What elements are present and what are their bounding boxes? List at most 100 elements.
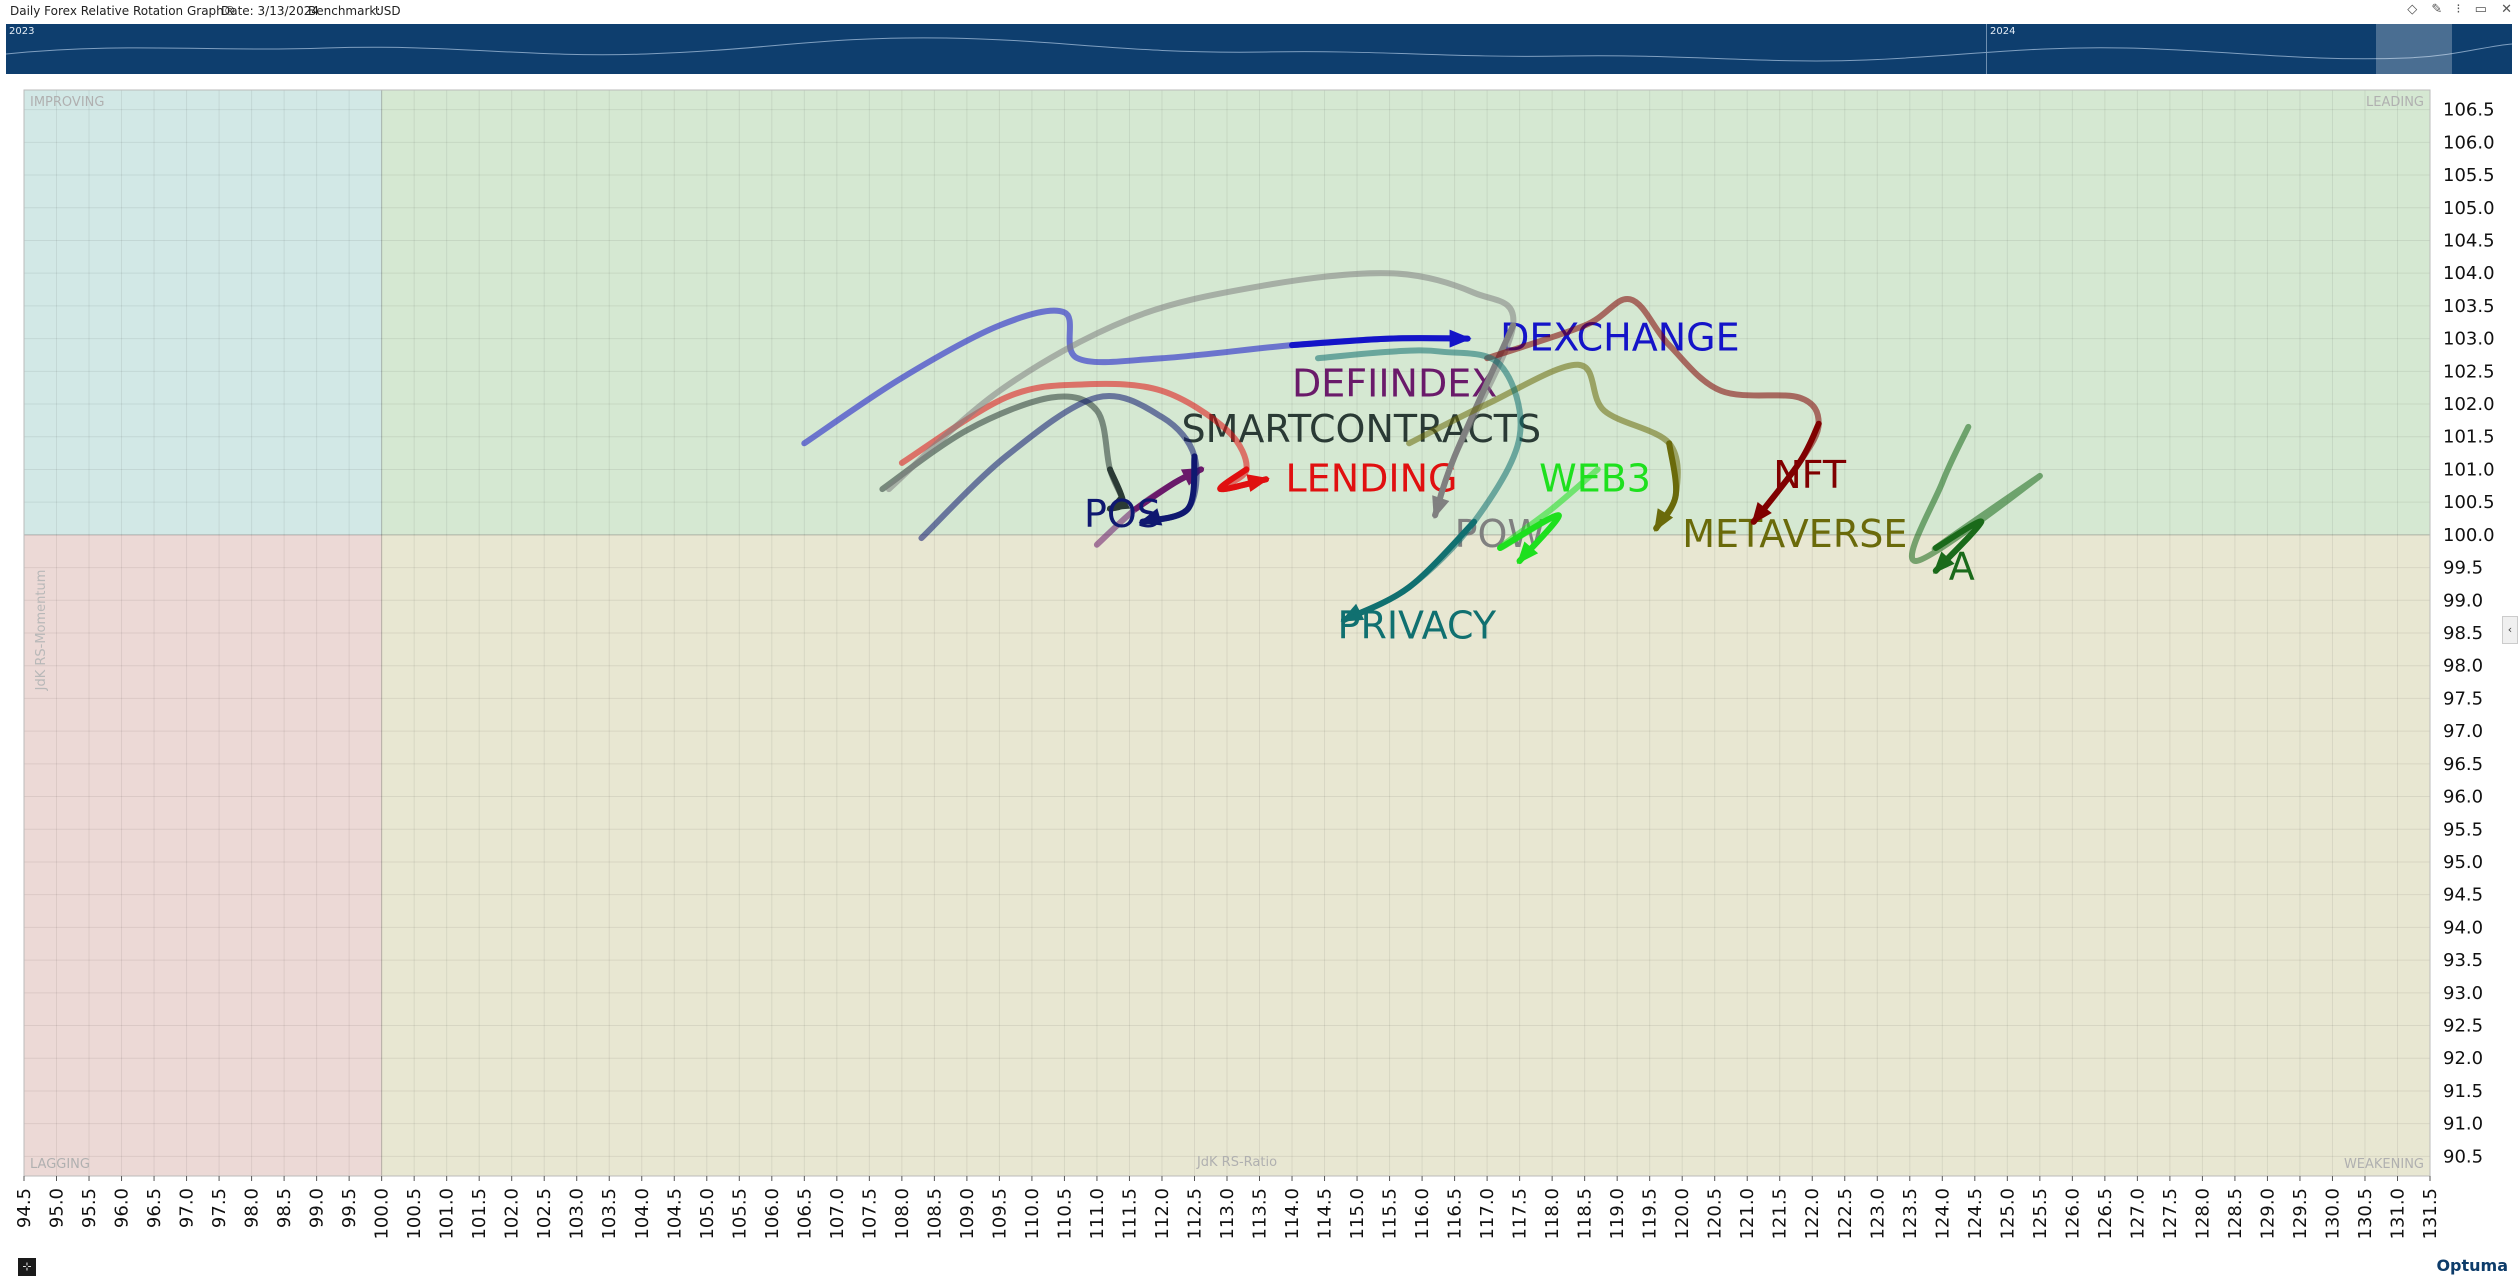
quadrant-label-weakening: WEAKENING bbox=[2344, 1157, 2424, 1172]
y-tick-label: 91.5 bbox=[2443, 1081, 2483, 1102]
x-tick-label: 96.0 bbox=[112, 1188, 133, 1228]
series-arrow-a bbox=[1933, 551, 1955, 574]
x-tick-label: 126.5 bbox=[2095, 1188, 2116, 1240]
timeline-overview[interactable]: 2023 2024 bbox=[6, 24, 2512, 74]
quadrant-label-lagging: LAGGING bbox=[30, 1157, 90, 1172]
date-label: Date: 3/13/2024 bbox=[221, 4, 320, 18]
y-tick-label: 90.5 bbox=[2443, 1146, 2483, 1167]
x-tick-label: 110.5 bbox=[1054, 1188, 1075, 1240]
y-tick-label: 97.0 bbox=[2443, 721, 2483, 742]
x-tick-label: 105.0 bbox=[697, 1188, 718, 1240]
y-tick-label: 99.5 bbox=[2443, 558, 2483, 579]
x-tick-label: 113.0 bbox=[1217, 1188, 1238, 1240]
x-tick-label: 116.0 bbox=[1412, 1188, 1433, 1240]
series-head-dexchange bbox=[1289, 335, 1471, 349]
x-tick-label: 117.0 bbox=[1477, 1188, 1498, 1240]
title-bar: Daily Forex Relative Rotation Graph® Dat… bbox=[0, 0, 2518, 22]
y-tick-label: 104.5 bbox=[2443, 230, 2495, 251]
series-arrow-dexchange bbox=[1449, 329, 1472, 348]
y-tick-label: 105.0 bbox=[2443, 198, 2495, 219]
quadrant-label-leading: LEADING bbox=[2366, 95, 2424, 110]
x-tick-label: 95.5 bbox=[79, 1188, 100, 1228]
close-icon[interactable]: ✕ bbox=[2501, 2, 2512, 17]
x-tick-label: 111.5 bbox=[1119, 1188, 1140, 1240]
side-panel-toggle[interactable]: ‹ bbox=[2502, 616, 2518, 644]
x-tick-label: 120.5 bbox=[1705, 1188, 1726, 1240]
x-tick-label: 118.0 bbox=[1542, 1188, 1563, 1240]
x-tick-label: 107.5 bbox=[859, 1188, 880, 1240]
series-label-dexchange: DEXCHANGE bbox=[1500, 316, 1740, 360]
series-label-nft: NFT bbox=[1773, 453, 1847, 497]
y-tick-label: 95.0 bbox=[2443, 852, 2483, 873]
app-icon[interactable]: ⊹ bbox=[18, 1258, 36, 1276]
y-tick-label: 100.5 bbox=[2443, 492, 2495, 513]
x-tick-label: 99.0 bbox=[307, 1188, 328, 1228]
x-tick-label: 98.0 bbox=[242, 1188, 263, 1228]
series-arrow-privacy bbox=[1340, 603, 1365, 622]
y-tick-label: 103.5 bbox=[2443, 296, 2495, 317]
y-tick-label: 99.0 bbox=[2443, 590, 2483, 611]
y-tick-label: 106.5 bbox=[2443, 100, 2495, 121]
x-tick-label: 121.0 bbox=[1737, 1188, 1758, 1240]
y-tick-label: 92.5 bbox=[2443, 1016, 2483, 1037]
x-tick-label: 130.5 bbox=[2355, 1188, 2376, 1240]
x-tick-label: 116.5 bbox=[1445, 1188, 1466, 1240]
window-title: Daily Forex Relative Rotation Graph® bbox=[10, 4, 236, 18]
diamond-icon[interactable]: ◇ bbox=[2407, 2, 2418, 17]
y-tick-label: 105.5 bbox=[2443, 165, 2495, 186]
pin-icon[interactable]: ✎ bbox=[2431, 2, 2443, 17]
series-label-privacy: PRIVACY bbox=[1338, 603, 1497, 647]
x-axis-title: JdK RS-Ratio bbox=[1196, 1155, 1277, 1170]
series-arrow-lending bbox=[1246, 474, 1270, 492]
x-tick-label: 124.5 bbox=[1965, 1188, 1986, 1240]
x-tick-label: 131.5 bbox=[2420, 1188, 2441, 1240]
x-tick-label: 123.5 bbox=[1900, 1188, 1921, 1240]
series-arrow-nft bbox=[1751, 502, 1772, 525]
x-tick-label: 127.0 bbox=[2127, 1188, 2148, 1240]
x-tick-label: 119.0 bbox=[1607, 1188, 1628, 1240]
x-tick-label: 112.5 bbox=[1184, 1188, 1205, 1240]
x-tick-label: 109.5 bbox=[989, 1188, 1010, 1240]
x-tick-label: 106.0 bbox=[762, 1188, 783, 1240]
x-tick-label: 129.5 bbox=[2290, 1188, 2311, 1240]
x-tick-label: 117.5 bbox=[1510, 1188, 1531, 1240]
benchmark-label: Benchmark: bbox=[308, 4, 381, 18]
y-axis-title: JdK RS-Momentum bbox=[34, 570, 49, 692]
x-tick-label: 101.5 bbox=[469, 1188, 490, 1240]
y-tick-label: 93.0 bbox=[2443, 983, 2483, 1004]
x-tick-label: 96.5 bbox=[144, 1188, 165, 1228]
y-tick-label: 96.0 bbox=[2443, 787, 2483, 808]
x-tick-label: 112.0 bbox=[1152, 1188, 1173, 1240]
series-label-pos: POS bbox=[1084, 492, 1161, 536]
brand-logo: Optuma bbox=[2436, 1256, 2508, 1275]
x-tick-label: 103.0 bbox=[567, 1188, 588, 1240]
y-tick-label: 94.0 bbox=[2443, 917, 2483, 938]
series-label-a: A bbox=[1949, 545, 1975, 589]
x-tick-label: 104.5 bbox=[664, 1188, 685, 1240]
x-tick-label: 102.5 bbox=[534, 1188, 555, 1240]
x-tick-label: 107.0 bbox=[827, 1188, 848, 1240]
overview-range-handle[interactable] bbox=[2376, 24, 2452, 74]
y-tick-label: 106.0 bbox=[2443, 132, 2495, 153]
x-tick-label: 115.5 bbox=[1380, 1188, 1401, 1240]
y-tick-label: 102.5 bbox=[2443, 361, 2495, 382]
x-tick-label: 121.5 bbox=[1770, 1188, 1791, 1240]
x-tick-label: 115.0 bbox=[1347, 1188, 1368, 1240]
series-arrow-pos bbox=[1138, 508, 1163, 526]
x-tick-label: 108.0 bbox=[892, 1188, 913, 1240]
x-tick-label: 125.5 bbox=[2030, 1188, 2051, 1240]
more-icon[interactable]: ⁝ bbox=[2456, 2, 2461, 17]
x-tick-label: 98.5 bbox=[274, 1188, 295, 1228]
quadrant-label-improving: IMPROVING bbox=[30, 95, 104, 110]
benchmark-value: USD bbox=[375, 4, 401, 18]
x-tick-label: 99.5 bbox=[339, 1188, 360, 1228]
y-tick-label: 91.0 bbox=[2443, 1114, 2483, 1135]
x-tick-label: 102.0 bbox=[502, 1188, 523, 1240]
x-tick-label: 113.5 bbox=[1250, 1188, 1271, 1240]
x-tick-label: 125.0 bbox=[1997, 1188, 2018, 1240]
series-arrow-metaverse bbox=[1654, 508, 1674, 532]
x-tick-label: 106.5 bbox=[794, 1188, 815, 1240]
x-tick-label: 109.0 bbox=[957, 1188, 978, 1240]
y-tick-label: 98.5 bbox=[2443, 623, 2483, 644]
restore-icon[interactable]: ▭ bbox=[2474, 2, 2487, 17]
